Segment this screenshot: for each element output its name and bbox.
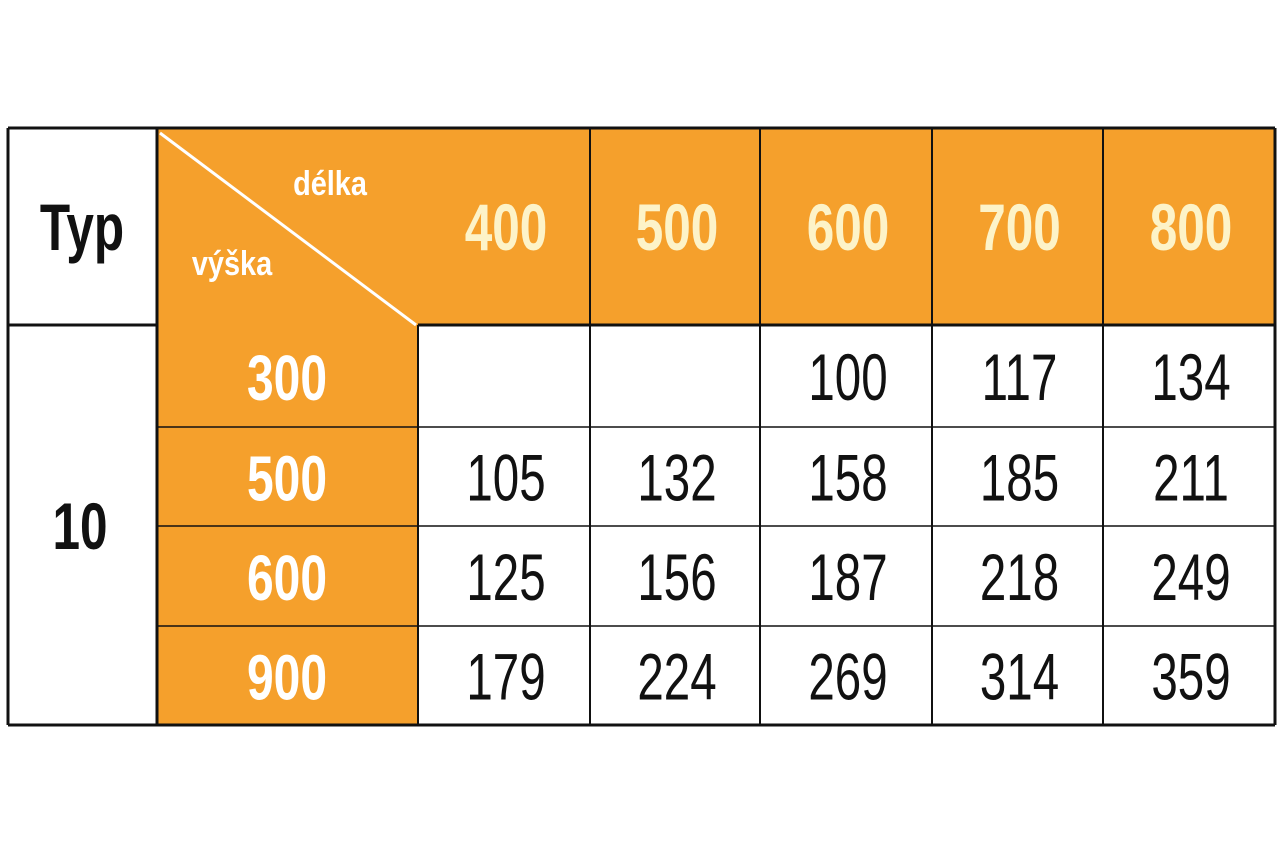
cell-wrap: 359	[1151, 641, 1230, 714]
corner-length: délka	[293, 164, 367, 203]
cell: 158	[808, 442, 887, 515]
column-header: 400	[465, 191, 548, 265]
corner-height-wrap: výška	[192, 244, 273, 283]
type-value-wrap: 10	[52, 490, 107, 564]
column-header-wrap: 800	[1150, 191, 1233, 265]
grid	[6, 126, 1277, 727]
column-header: 500	[636, 191, 719, 265]
cell-wrap: 269	[808, 641, 887, 714]
cell: 156	[637, 541, 716, 614]
column-header-wrap: 500	[636, 191, 719, 265]
cell-wrap: 100	[808, 341, 887, 414]
column-header: 600	[807, 191, 890, 265]
row-header: 900	[247, 642, 327, 713]
cell: 314	[980, 641, 1059, 714]
row-header-wrap: 900	[247, 642, 327, 713]
cell-wrap: 179	[466, 641, 545, 714]
cell-wrap: 158	[808, 442, 887, 515]
type-value: 10	[52, 490, 107, 564]
cell-wrap: 185	[980, 442, 1059, 515]
column-header-wrap: 400	[465, 191, 548, 265]
cell-wrap: 224	[637, 641, 716, 714]
corner-length-wrap: délka	[293, 164, 367, 203]
cell-wrap: 132	[637, 442, 716, 515]
cell-wrap: 211	[1153, 442, 1229, 515]
row-header-wrap: 300	[247, 342, 327, 413]
cell: 185	[980, 442, 1059, 515]
cell-wrap: 117	[982, 341, 1058, 414]
type-label: Typ	[40, 191, 124, 265]
cell-wrap: 105	[466, 442, 545, 515]
row-header: 500	[247, 443, 327, 514]
cell: 249	[1151, 541, 1230, 614]
row-header: 300	[247, 342, 327, 413]
cell: 211	[1153, 442, 1229, 515]
cell: 218	[980, 541, 1059, 614]
cell: 132	[637, 442, 716, 515]
cell-wrap: 218	[980, 541, 1059, 614]
row-header-wrap: 600	[247, 542, 327, 613]
cell: 179	[466, 641, 545, 714]
row-header: 600	[247, 542, 327, 613]
column-header: 700	[978, 191, 1061, 265]
cell-wrap: 249	[1151, 541, 1230, 614]
cell: 117	[982, 341, 1058, 414]
row-header-bg	[157, 325, 418, 725]
cell: 224	[637, 641, 716, 714]
cell: 359	[1151, 641, 1230, 714]
row-header-wrap: 500	[247, 443, 327, 514]
column-header: 800	[1150, 191, 1233, 265]
cell: 269	[808, 641, 887, 714]
cell-wrap: 187	[808, 541, 887, 614]
header-bg	[157, 128, 1275, 325]
cell-wrap: 314	[980, 641, 1059, 714]
column-header-wrap: 700	[978, 191, 1061, 265]
cell: 105	[466, 442, 545, 515]
column-header-wrap: 600	[807, 191, 890, 265]
texts: Typ 10 délka výška 400 500 600 700 800 300 100 117 1…	[40, 164, 1232, 715]
cell: 125	[466, 541, 545, 614]
cell-wrap: 156	[637, 541, 716, 614]
cell: 134	[1151, 341, 1230, 414]
cell: 100	[808, 341, 887, 414]
cell-wrap: 134	[1151, 341, 1230, 414]
cell-wrap: 125	[466, 541, 545, 614]
cell: 187	[808, 541, 887, 614]
corner-diagonal	[159, 131, 417, 327]
type-label-wrap: Typ	[40, 191, 124, 265]
corner-height: výška	[192, 244, 273, 283]
